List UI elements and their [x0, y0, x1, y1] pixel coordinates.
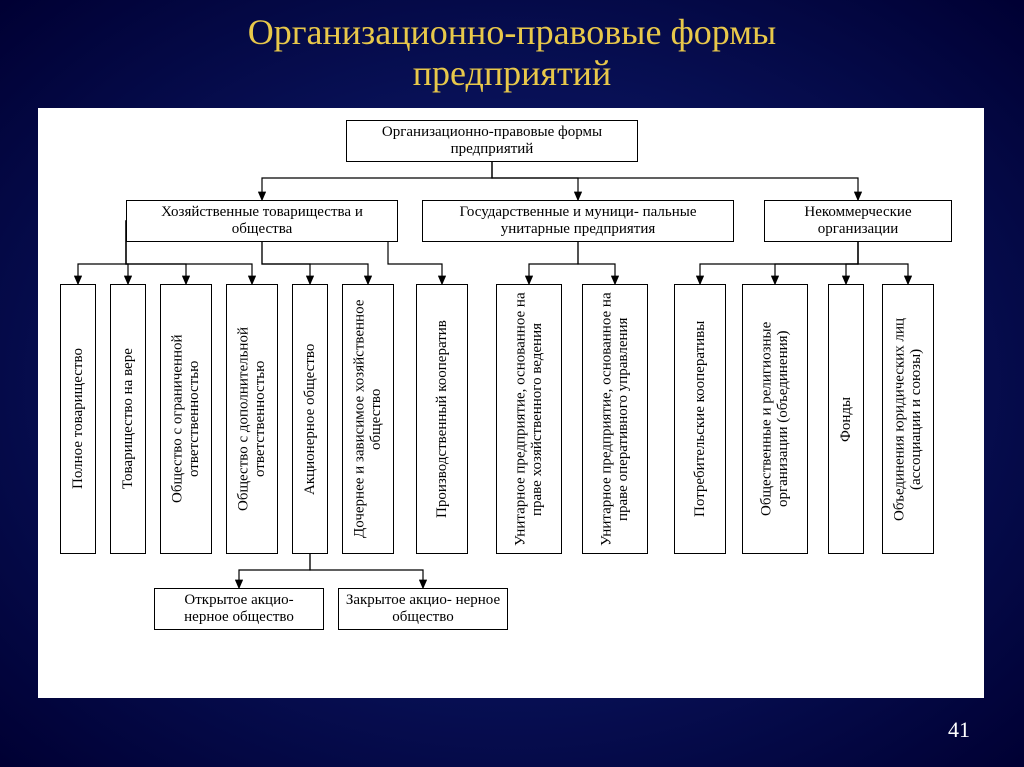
leaf-c11: Общественные и религиозные организации (… — [742, 284, 808, 554]
leaf-c9: Унитарное предприятие, основанное на пра… — [582, 284, 648, 554]
leaf-c6: Дочернее и зависимое хозяйственное общес… — [342, 284, 394, 554]
node-l1c: Некоммерческие организации — [764, 200, 952, 242]
leaf-c5: Акционерное общество — [292, 284, 328, 554]
leaf-c12: Фонды — [828, 284, 864, 554]
leaf-c10: Потребительские кооперативы — [674, 284, 726, 554]
leaf-c1: Полное товарищество — [60, 284, 96, 554]
title-line1: Организационно-правовые формы — [248, 12, 776, 52]
leaf-c4: Общество с дополнительной ответственност… — [226, 284, 278, 554]
leaf-c2: Товарищество на вере — [110, 284, 146, 554]
leaf-c7: Производственный кооператив — [416, 284, 468, 554]
leaf-c13: Объединения юридических лиц (ассоциации … — [882, 284, 934, 554]
org-forms-diagram: Организационно-правовые формы предприяти… — [38, 108, 984, 698]
leaf-c8: Унитарное предприятие, основанное на пра… — [496, 284, 562, 554]
node-l1a: Хозяйственные товарищества и общества — [126, 200, 398, 242]
node-b1: Открытое акцио- нерное общество — [154, 588, 324, 630]
node-root: Организационно-правовые формы предприяти… — [346, 120, 638, 162]
node-b2: Закрытое акцио- нерное общество — [338, 588, 508, 630]
page-number: 41 — [948, 717, 970, 743]
node-l1b: Государственные и муници- пальные унитар… — [422, 200, 734, 242]
slide-title: Организационно-правовые формы предприяти… — [0, 0, 1024, 95]
title-line2: предприятий — [413, 53, 611, 93]
leaf-c3: Общество с ограниченной ответственностью — [160, 284, 212, 554]
